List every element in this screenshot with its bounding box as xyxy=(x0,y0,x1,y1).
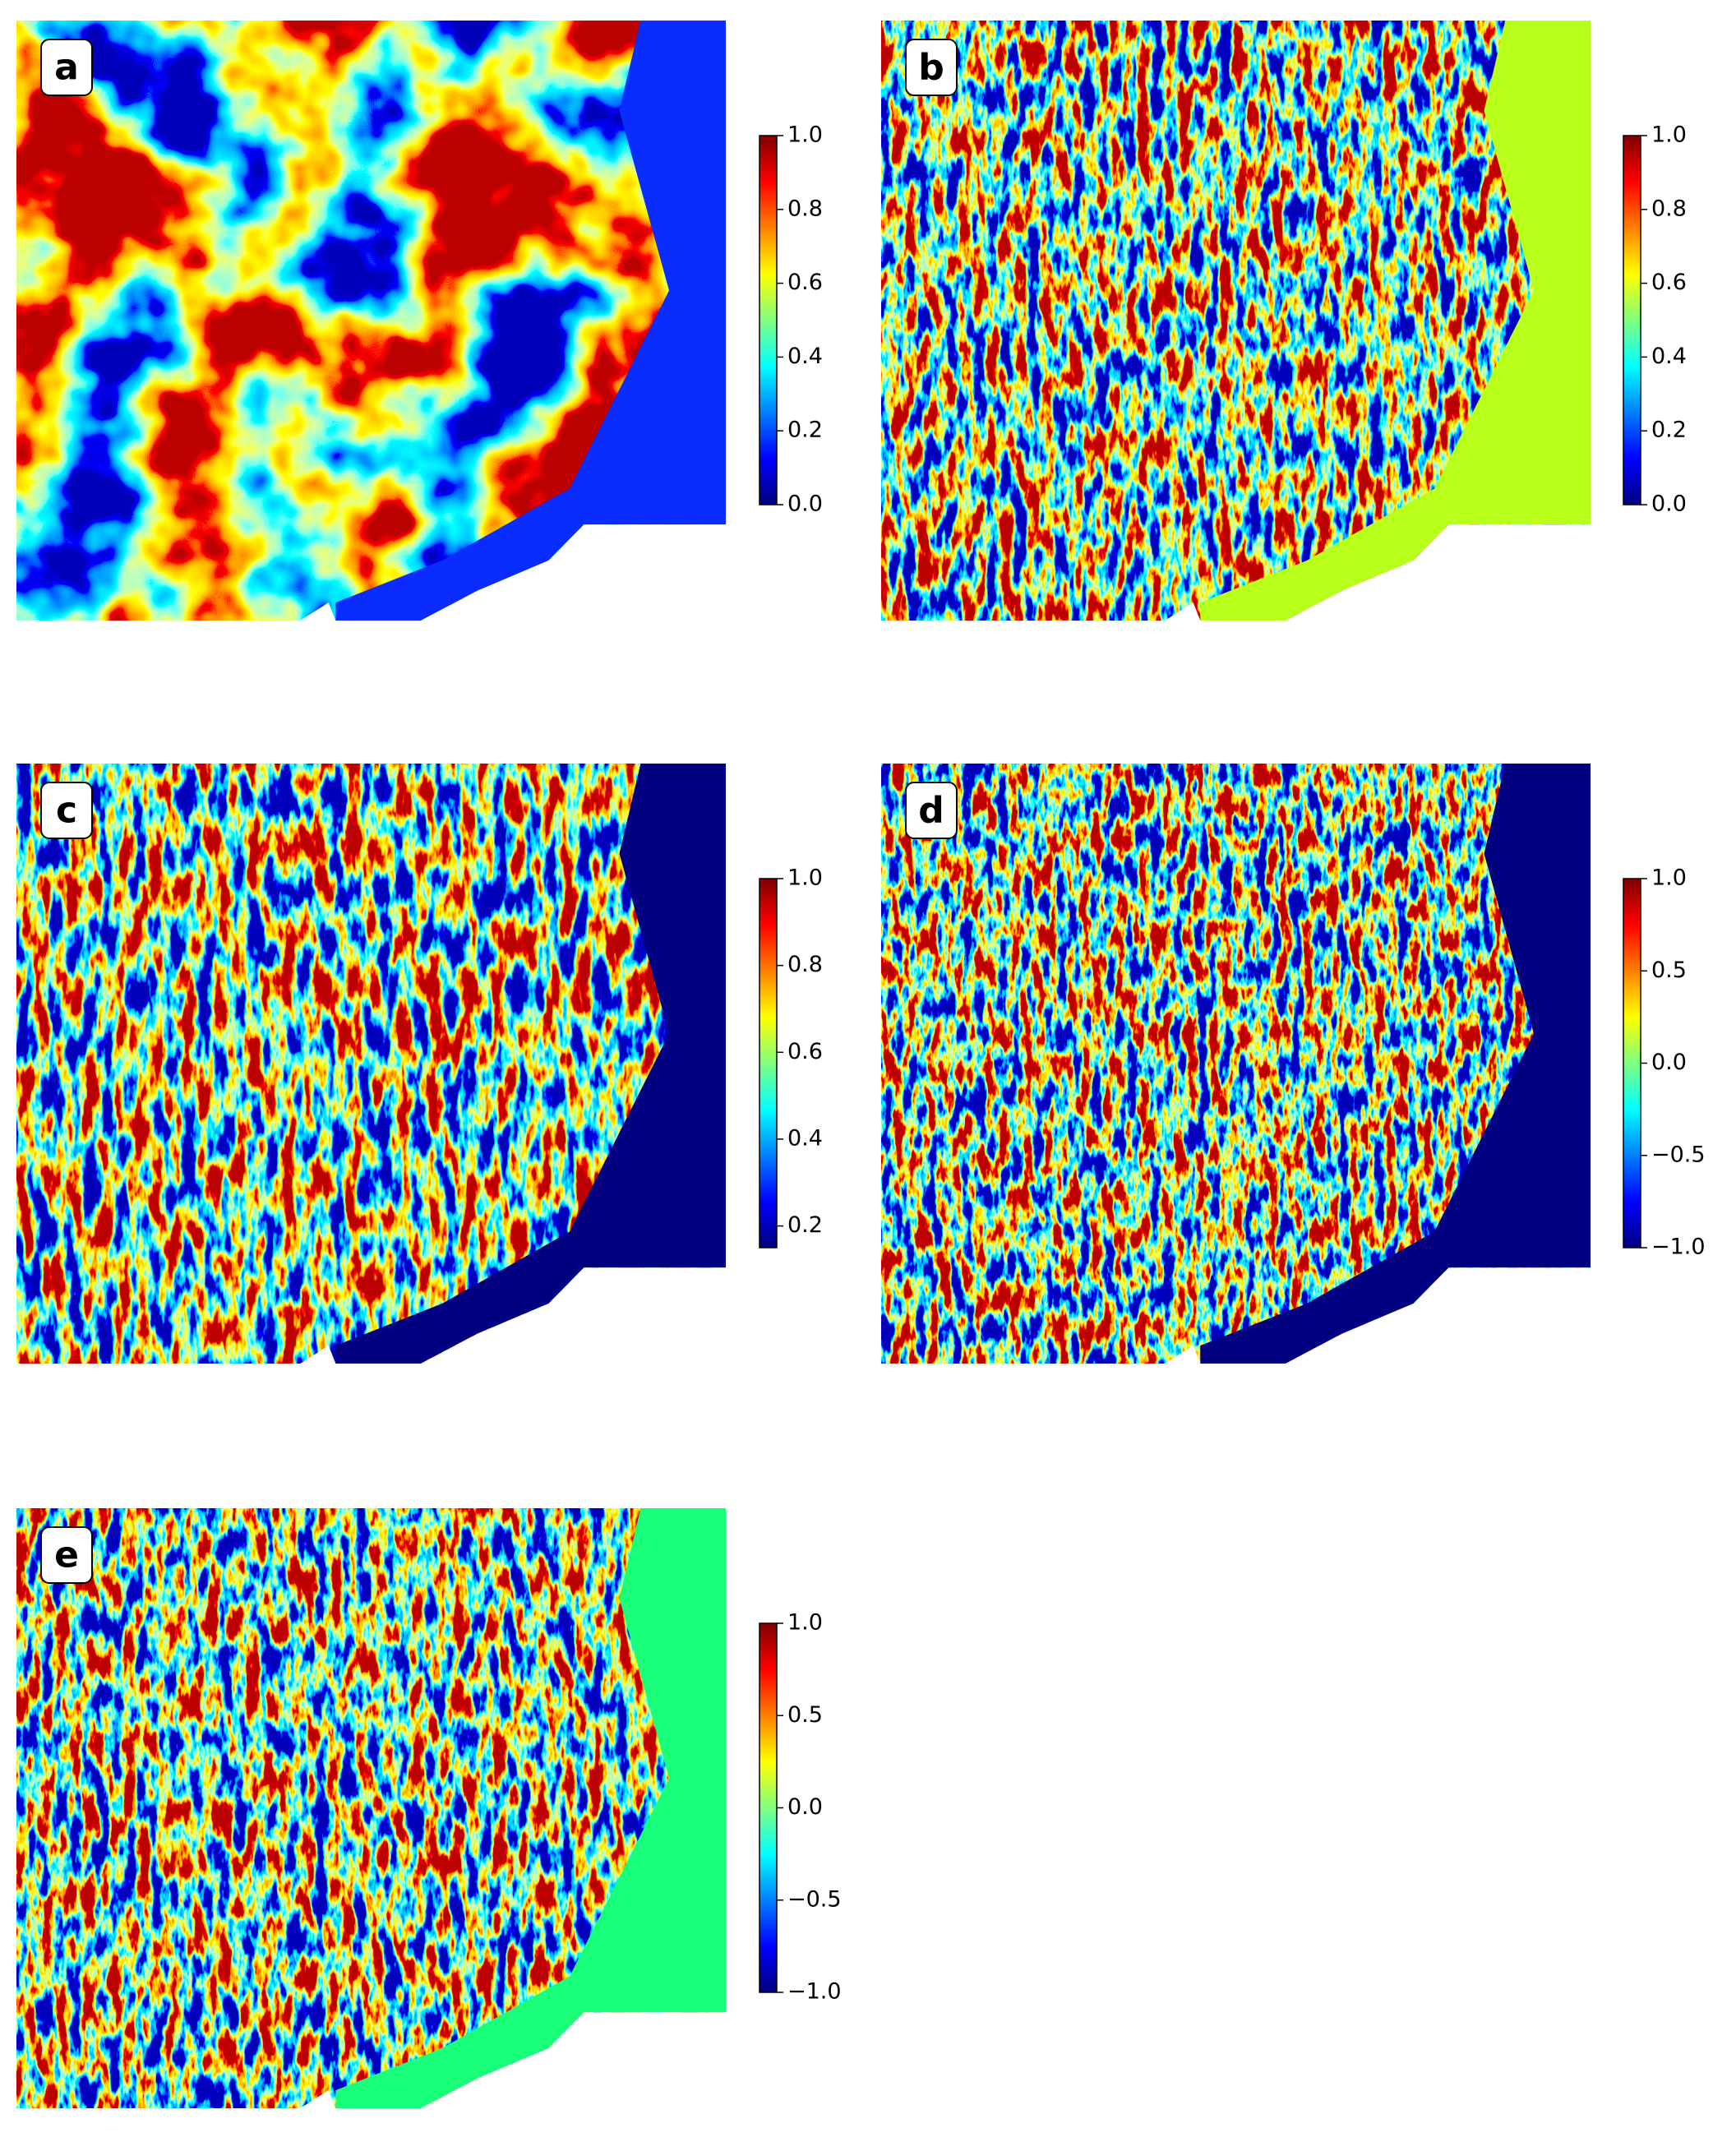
colorbar-tick-label: 0.8 xyxy=(1651,196,1687,221)
colorbar-tick-label: 1.0 xyxy=(787,865,823,891)
colorbar xyxy=(1623,878,1641,1249)
colorbar-tick-label: 0.4 xyxy=(787,344,823,369)
colorbar-tick-label: 0.2 xyxy=(1651,418,1687,443)
colorbar-tick-label: 0.2 xyxy=(787,418,823,443)
sea-area xyxy=(1200,21,1591,621)
panel-label-box xyxy=(905,39,958,96)
panel-label-box xyxy=(905,782,958,839)
colorbar-tick-label: 0.4 xyxy=(1651,344,1687,369)
colorbar-tick-label: −1.0 xyxy=(787,1979,842,2005)
colorbar-tick-label: 0.0 xyxy=(787,1794,823,1820)
map-panel: e −1.0 −0.5 0.0 0.5 1.0 xyxy=(16,1508,842,2108)
colorbar-tick-label: 0.4 xyxy=(787,1125,823,1151)
panel-label-box xyxy=(40,1526,93,1584)
colorbar-tick-label: −0.5 xyxy=(787,1886,842,1912)
colorbar xyxy=(759,135,778,505)
sea-area xyxy=(1200,764,1591,1364)
map-panel: d −1.0 −0.5 0.0 0.5 1.0 xyxy=(881,764,1706,1364)
colorbar-tick-label: −1.0 xyxy=(1651,1235,1706,1260)
colorbar-tick-label: 0.2 xyxy=(787,1212,823,1238)
map-panel: a 0.0 0.2 0.4 0.6 0.8 1.0 xyxy=(16,21,823,621)
colorbar xyxy=(759,878,778,1249)
panel-label-box xyxy=(40,782,93,839)
map-panel: c 0.2 0.4 0.6 0.8 1.0 xyxy=(16,764,823,1364)
colorbar-tick-label: 0.5 xyxy=(787,1702,823,1728)
panel-label: a xyxy=(54,47,79,89)
colorbar xyxy=(1623,135,1641,505)
colorbar-tick-label: 1.0 xyxy=(1651,122,1687,148)
sea-area xyxy=(335,764,726,1364)
colorbar-tick-label: 0.0 xyxy=(1651,492,1687,517)
colorbar-tick-label: 1.0 xyxy=(787,1610,823,1636)
colorbar-tick-label: −0.5 xyxy=(1651,1142,1706,1167)
colorbar-tick-label: 0.8 xyxy=(787,196,823,221)
map-raster xyxy=(881,21,1591,621)
colorbar-tick-label: 0.0 xyxy=(1651,1050,1687,1075)
colorbar-tick-label: 0.6 xyxy=(1651,270,1687,295)
colorbar-tick-label: 0.0 xyxy=(787,492,823,517)
colorbar-tick-label: 1.0 xyxy=(787,122,823,148)
map-panel: b 0.0 0.2 0.4 0.6 0.8 1.0 xyxy=(881,21,1687,621)
sea-area xyxy=(335,21,726,621)
panel-label: c xyxy=(56,790,77,832)
map-raster xyxy=(16,1508,726,2108)
map-raster xyxy=(881,764,1591,1364)
colorbar-tick-label: 0.6 xyxy=(787,1039,823,1064)
colorbar-tick-label: 0.8 xyxy=(787,952,823,977)
colorbar-tick-label: 0.6 xyxy=(787,270,823,295)
colorbar-tick-label: 0.5 xyxy=(1651,958,1687,983)
map-raster xyxy=(16,764,726,1364)
panel-label: e xyxy=(54,1535,79,1576)
sea-area xyxy=(335,1508,726,2108)
colorbar-tick-label: 1.0 xyxy=(1651,865,1687,891)
panel-label: d xyxy=(918,790,944,832)
panel-label: b xyxy=(918,47,944,89)
colorbar xyxy=(759,1622,778,1993)
panel-label-box xyxy=(40,39,93,96)
map-raster xyxy=(16,21,726,621)
